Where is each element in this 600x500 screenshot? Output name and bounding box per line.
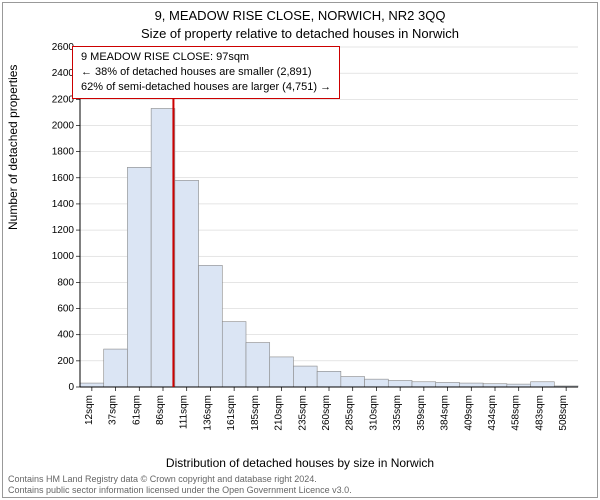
info-line-1: 9 MEADOW RISE CLOSE: 97sqm xyxy=(81,50,331,65)
svg-text:508sqm: 508sqm xyxy=(558,395,569,431)
svg-text:2000: 2000 xyxy=(52,120,75,131)
svg-text:210sqm: 210sqm xyxy=(274,395,285,431)
svg-text:37sqm: 37sqm xyxy=(108,395,119,425)
svg-text:285sqm: 285sqm xyxy=(345,395,356,431)
attribution-line-1: Contains HM Land Registry data © Crown c… xyxy=(8,474,592,485)
svg-text:1200: 1200 xyxy=(52,225,75,236)
info-line-3: 62% of semi-detached houses are larger (… xyxy=(81,80,331,95)
svg-text:1400: 1400 xyxy=(52,199,75,210)
attribution-line-2: Contains public sector information licen… xyxy=(8,485,592,496)
svg-text:12sqm: 12sqm xyxy=(84,395,95,425)
svg-text:260sqm: 260sqm xyxy=(321,395,332,431)
svg-text:0: 0 xyxy=(68,382,74,393)
x-axis: 12sqm 37sqm 61sqm 86sqm 111sqm 136sqm 161sqm 18… xyxy=(80,387,578,431)
svg-text:111sqm: 111sqm xyxy=(179,395,190,429)
marker-info-box: 9 MEADOW RISE CLOSE: 97sqm ← 38% of deta… xyxy=(72,46,340,99)
svg-text:359sqm: 359sqm xyxy=(416,395,427,431)
svg-text:1600: 1600 xyxy=(52,173,75,184)
info-line-2: ← 38% of detached houses are smaller (2,… xyxy=(81,65,331,80)
svg-text:434sqm: 434sqm xyxy=(487,395,498,431)
svg-text:483sqm: 483sqm xyxy=(534,395,545,431)
histogram-chart: 0200400600800100012001400160018002000220… xyxy=(50,42,590,442)
svg-text:1000: 1000 xyxy=(52,251,75,262)
chart-subtitle: Size of property relative to detached ho… xyxy=(0,26,600,41)
svg-text:86sqm: 86sqm xyxy=(155,395,166,425)
svg-text:458sqm: 458sqm xyxy=(511,395,522,431)
svg-text:310sqm: 310sqm xyxy=(368,395,379,431)
svg-text:335sqm: 335sqm xyxy=(392,395,403,431)
svg-text:800: 800 xyxy=(57,277,74,288)
x-axis-label: Distribution of detached houses by size … xyxy=(0,456,600,470)
histogram-bars xyxy=(80,108,578,387)
svg-text:384sqm: 384sqm xyxy=(440,395,451,431)
svg-text:136sqm: 136sqm xyxy=(202,395,213,431)
svg-text:400: 400 xyxy=(57,330,74,341)
svg-text:185sqm: 185sqm xyxy=(250,395,261,431)
svg-text:409sqm: 409sqm xyxy=(463,395,474,431)
svg-text:235sqm: 235sqm xyxy=(297,395,308,431)
svg-text:1800: 1800 xyxy=(52,147,75,158)
svg-text:161sqm: 161sqm xyxy=(226,395,237,431)
svg-text:200: 200 xyxy=(57,356,74,367)
chart-title: 9, MEADOW RISE CLOSE, NORWICH, NR2 3QQ xyxy=(0,8,600,23)
svg-text:600: 600 xyxy=(57,304,74,315)
svg-text:61sqm: 61sqm xyxy=(131,395,142,425)
y-axis-label: Number of detached properties xyxy=(6,65,20,230)
attribution-text: Contains HM Land Registry data © Crown c… xyxy=(8,474,592,497)
